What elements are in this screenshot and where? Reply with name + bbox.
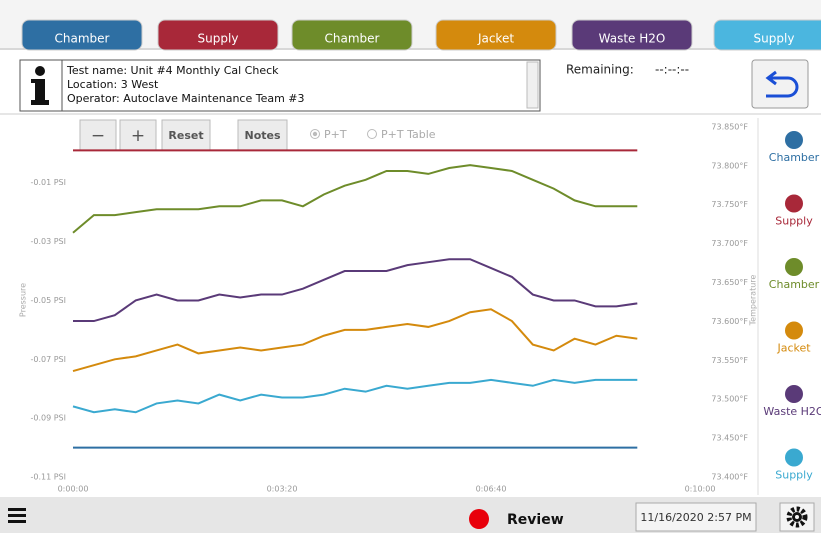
series-line — [72, 308, 638, 373]
x-tick-label: 0:00:00 — [58, 485, 89, 494]
legend-label: Chamber — [769, 278, 820, 291]
tab-label: Jacket — [477, 32, 514, 46]
y-axis-title: Pressure — [19, 283, 28, 317]
series-line — [72, 164, 638, 234]
y2-tick-label: 73.500°F — [711, 395, 748, 404]
legend-marker[interactable] — [785, 131, 803, 149]
y2-tick-label: 73.550°F — [711, 356, 748, 365]
tab[interactable] — [713, 19, 821, 51]
info-box — [19, 59, 541, 112]
tab[interactable] — [157, 19, 279, 51]
tab-label: Supply — [754, 32, 795, 46]
toolbar-button[interactable] — [237, 119, 288, 151]
tab-label: Chamber — [55, 32, 110, 46]
radio-dot — [312, 131, 318, 137]
toolbar-button[interactable] — [161, 119, 211, 151]
legend-label: Supply — [775, 215, 813, 228]
y-tick-label: -0.07 PSI — [30, 355, 66, 364]
y-tick-label: -0.01 PSI — [30, 178, 66, 187]
y-tick-label: -0.03 PSI — [30, 237, 66, 246]
status-label: Review — [507, 512, 564, 528]
x-tick-label: 0:10:00 — [685, 485, 716, 494]
tab[interactable] — [21, 19, 143, 51]
remaining-label: Remaining: — [566, 63, 634, 77]
y2-tick-label: 73.450°F — [711, 434, 748, 443]
tab[interactable] — [291, 19, 413, 51]
tab-label: Waste H2O — [599, 32, 666, 46]
settings-button[interactable] — [779, 502, 815, 532]
y2-tick-label: 73.650°F — [711, 278, 748, 287]
legend-label: Jacket — [776, 342, 811, 355]
x-tick-label: 0:06:40 — [476, 485, 507, 494]
legend-marker[interactable] — [785, 321, 803, 340]
info-line: Operator: Autoclave Maintenance Team #3 — [67, 92, 305, 105]
datetime: 11/16/2020 2:57 PM — [640, 511, 751, 524]
scrollbar[interactable] — [526, 61, 539, 109]
legend-label: Supply — [775, 469, 813, 482]
legend-marker[interactable] — [785, 448, 803, 467]
series-line — [73, 258, 638, 323]
radio-label: P+T — [324, 128, 347, 141]
datetime-box — [635, 502, 757, 532]
tab-label: Supply — [198, 32, 239, 46]
y2-axis-title: Temperature — [749, 275, 758, 327]
tab[interactable] — [571, 19, 693, 51]
tab[interactable] — [435, 19, 557, 51]
info-line: Location: 3 West — [67, 78, 159, 91]
info-icon — [31, 66, 49, 105]
x-tick-label: 0:03:20 — [267, 485, 298, 494]
series-line — [72, 378, 638, 414]
y2-tick-label: 73.700°F — [711, 239, 748, 248]
legend-label: Chamber — [769, 151, 820, 164]
y2-tick-label: 73.850°F — [711, 122, 748, 131]
y2-tick-label: 73.800°F — [711, 161, 748, 170]
legend-marker[interactable] — [785, 194, 803, 213]
toolbar-button-label: − — [91, 126, 105, 146]
y2-tick-label: 73.750°F — [711, 200, 748, 209]
y-tick-label: -0.11 PSI — [30, 473, 66, 482]
legend-marker[interactable] — [785, 385, 803, 403]
menu-button[interactable] — [8, 508, 26, 523]
radio-button[interactable] — [367, 129, 377, 139]
y-tick-label: -0.09 PSI — [30, 414, 66, 423]
info-line: Test name: Unit #4 Monthly Cal Check — [66, 64, 279, 77]
toolbar-button-label: Reset — [168, 129, 203, 142]
toolbar-button-label: Notes — [244, 129, 280, 142]
tab-label: Chamber — [325, 32, 380, 46]
y2-tick-label: 73.400°F — [711, 473, 748, 482]
toolbar-button-label: + — [131, 126, 145, 146]
legend-label: Waste H2O — [763, 405, 821, 418]
y2-tick-label: 73.600°F — [711, 317, 748, 326]
status-dot — [469, 509, 489, 529]
toolbar-button[interactable] — [79, 119, 117, 151]
back-button[interactable] — [751, 59, 809, 109]
y-tick-label: -0.05 PSI — [30, 296, 66, 305]
remaining-value: --:--:-- — [655, 63, 689, 77]
radio-label: P+T Table — [381, 128, 436, 141]
legend-marker[interactable] — [785, 258, 803, 276]
